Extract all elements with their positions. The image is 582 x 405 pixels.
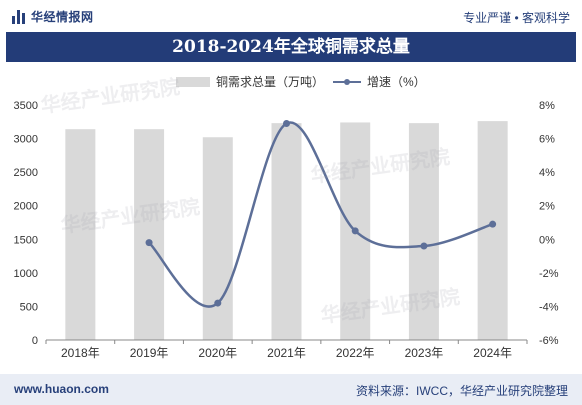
y-left-tick-label: 1000: [14, 268, 38, 280]
growth-point: [489, 220, 497, 228]
x-tick-label: 2019年: [130, 346, 169, 360]
bar: [408, 123, 439, 340]
footer-website: www.huaon.com: [14, 382, 109, 396]
y-left-tick-label: 2500: [14, 167, 38, 179]
footer: www.huaon.com 资料来源：IWCC，华经产业研究院整理: [0, 374, 582, 405]
y-right-tick-label: -4%: [539, 301, 559, 313]
legend-line-label: 增速（%）: [367, 75, 426, 89]
slogan: 专业严谨 • 客观科学: [463, 11, 570, 25]
growth-point: [420, 242, 428, 250]
y-right-tick-label: 6%: [539, 134, 555, 146]
legend-bar-swatch: [176, 77, 210, 87]
footer-source: 资料来源：IWCC，华经产业研究院整理: [356, 384, 568, 398]
y-right-tick-label: -2%: [539, 268, 559, 280]
top-bar: 华经情报网 专业严谨 • 客观科学: [0, 0, 582, 32]
y-left-tick-label: 3000: [14, 134, 38, 146]
y-right-tick-label: 0%: [539, 234, 555, 246]
legend-line-marker: [344, 79, 350, 85]
growth-line: [148, 121, 494, 308]
y-right-tick-label: -6%: [539, 335, 559, 347]
x-tick-label: 2018年: [61, 346, 100, 360]
bar: [65, 129, 96, 340]
growth-point: [283, 119, 290, 127]
x-tick-label: 2024年: [473, 346, 512, 360]
y-right-tick-label: 8%: [539, 100, 555, 112]
brand-name: 华经情报网: [31, 10, 94, 24]
y-left-tick-label: 1500: [14, 234, 38, 246]
growth-point: [351, 227, 359, 235]
y-right-tick-label: 4%: [539, 167, 555, 179]
y-left-tick-label: 0: [32, 335, 38, 347]
x-tick-label: 2020年: [198, 346, 237, 360]
bar: [477, 121, 508, 340]
growth-point: [214, 299, 222, 307]
legend-bar-label: 铜需求总量（万吨）: [216, 74, 324, 89]
bar-logo-icon: [12, 9, 25, 24]
chart-title: 2018-2024年全球铜需求总量: [6, 32, 576, 62]
chart-area: 铜需求总量（万吨） 增速（%） 0 500 1000 1500 2000 2500 3000 35…: [14, 74, 559, 360]
brand: 华经情报网: [12, 8, 94, 25]
y-left-tick-label: 2000: [14, 201, 38, 213]
y-left-tick-label: 500: [20, 301, 38, 313]
x-tick-label: 2023年: [405, 346, 444, 360]
x-tick-label: 2021年: [267, 346, 306, 360]
x-tick-label: 2022年: [336, 346, 375, 360]
bar: [134, 129, 165, 340]
y-right-tick-label: 2%: [539, 201, 555, 213]
y-left-tick-label: 3500: [14, 100, 38, 112]
bar: [271, 123, 302, 340]
bar: [202, 137, 233, 340]
growth-point: [145, 239, 153, 247]
